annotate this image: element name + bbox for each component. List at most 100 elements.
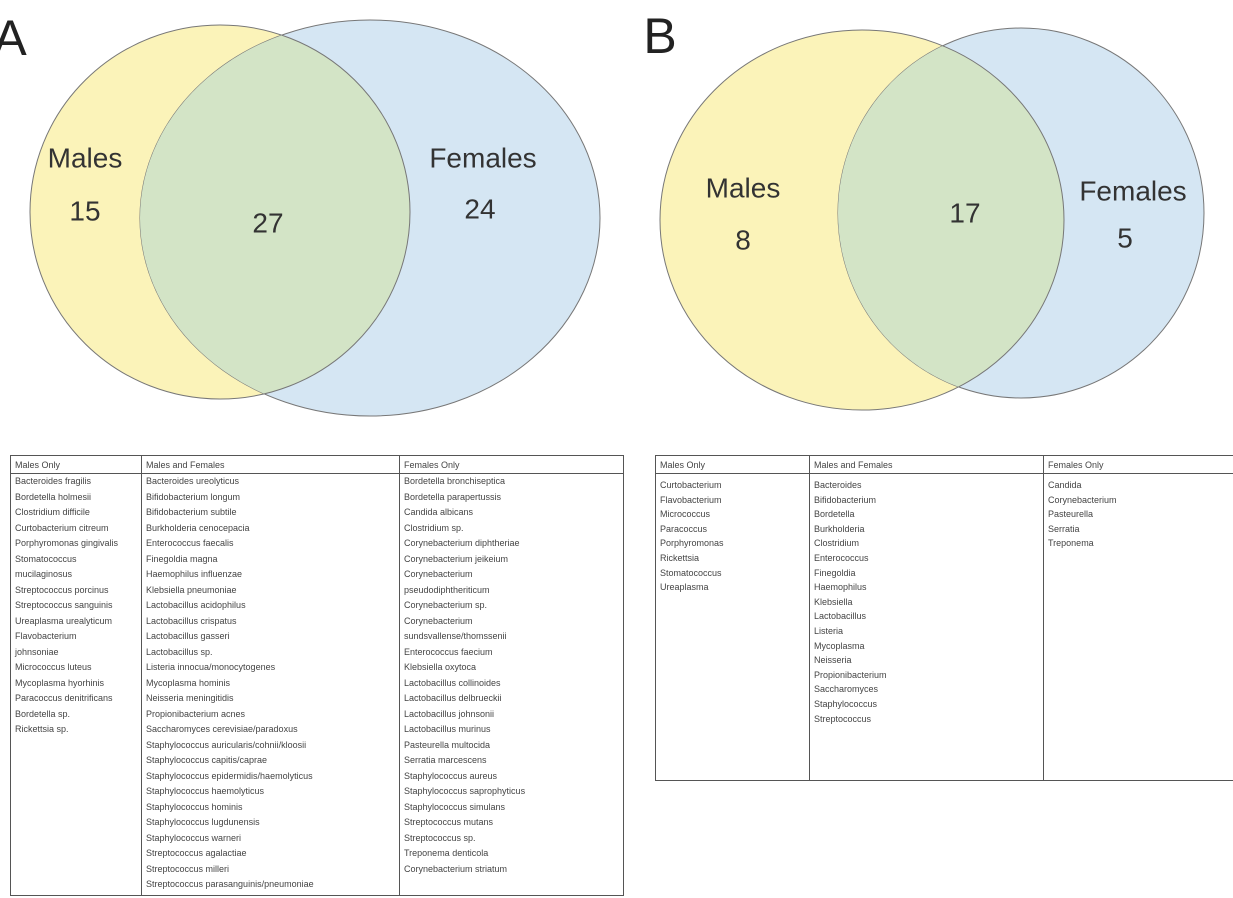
species-name: Ureaplasma	[660, 582, 709, 593]
species-name: Paracoccus	[660, 523, 708, 534]
species-name: Staphylococcus lugdunensis	[146, 817, 260, 827]
species-name: Serratia	[1048, 523, 1080, 534]
species-name: Corynebacterium	[1048, 494, 1117, 505]
species-name: Treponema denticola	[404, 848, 489, 858]
species-name: Streptococcus porcinus	[15, 584, 109, 595]
species-name: Saccharomyces	[814, 684, 879, 695]
species-name: Staphylococcus saprophyticus	[404, 786, 526, 796]
species-name: Mycoplasma hominis	[146, 677, 231, 688]
species-name: Klebsiella pneumoniae	[146, 584, 237, 595]
species-name: Micrococcus luteus	[15, 662, 92, 672]
species-name: Candida	[1048, 480, 1082, 490]
species-name: Bordetella	[814, 509, 855, 520]
species-name: Lactobacillus	[814, 611, 867, 622]
species-name: Paracoccus denitrificans	[15, 693, 113, 703]
species-name: Staphylococcus epidermidis/haemolyticus	[146, 770, 313, 781]
species-name: Serratia marcescens	[404, 755, 487, 765]
species-name: Flavobacterium	[660, 494, 722, 505]
table-column: Males Only Bacteroides fragilis Bordetella…	[11, 456, 141, 895]
column-header: Males and Females	[810, 456, 1043, 474]
species-name: Haemophilus	[814, 582, 867, 593]
species-name: Curtobacterium	[660, 480, 722, 490]
panel-label: B	[643, 8, 676, 64]
species-name: Stomatococcus	[15, 553, 77, 564]
set-name: Males	[706, 172, 781, 203]
species-name: Staphylococcus	[814, 699, 878, 709]
species-name: Flavobacterium	[15, 631, 77, 641]
species-name: Clostridium sp.	[404, 522, 464, 533]
species-name: Haemophilus influenzae	[146, 569, 243, 579]
species-name: Bacteroides	[814, 480, 862, 490]
species-name: Corynebacterium	[404, 615, 473, 626]
species-name: Corynebacterium sp.	[404, 600, 488, 610]
species-name: Klebsiella oxytoca	[404, 662, 477, 672]
species-name: Curtobacterium citreum	[15, 522, 109, 533]
set-name: Females	[429, 142, 536, 173]
species-name: Staphylococcus warneri	[146, 832, 242, 843]
species-name: Lactobacillus collinoides	[404, 677, 501, 688]
species-name: Finegoldia magna	[146, 553, 218, 564]
species-name: Porphyromonas gingivalis	[15, 538, 119, 548]
species-name: Streptococcus sp.	[404, 832, 476, 843]
species-table: Males Only Curtobacterium Flavobacterium Mi…	[655, 455, 1233, 781]
column-header: Males Only	[656, 456, 809, 474]
set-count: 15	[69, 195, 100, 226]
species-name: Streptococcus agalactiae	[146, 848, 247, 858]
species-name: Ureaplasma urealyticum	[15, 615, 113, 626]
panel-label: A	[0, 10, 27, 66]
column-header: Males and Females	[142, 456, 399, 474]
species-name: Finegoldia	[814, 567, 856, 578]
species-name: Mycoplasma	[814, 640, 865, 651]
species-name: Staphylococcus hominis	[146, 801, 243, 812]
species-name: Staphylococcus haemolyticus	[146, 786, 265, 796]
species-name: Candida albicans	[404, 507, 474, 517]
set-count: 24	[464, 193, 495, 224]
species-name: Enterococcus faecalis	[146, 538, 234, 548]
species-name: Staphylococcus simulans	[404, 801, 506, 812]
species-name: johnsoniae	[15, 646, 59, 657]
species-name: Streptococcus parasanguinis/pneumoniae	[146, 879, 314, 889]
species-name: Mycoplasma hyorhinis	[15, 677, 105, 688]
species-name: Staphylococcus capitis/caprae	[146, 755, 268, 765]
species-name: Lactobacillus johnsonii	[404, 708, 495, 719]
species-name: Listeria	[814, 626, 844, 636]
species-name: Propionibacterium acnes	[146, 708, 246, 719]
species-name: pseudodiphtheriticum	[404, 584, 490, 595]
overlap-count: 27	[252, 207, 283, 238]
species-name: Lactobacillus murinus	[404, 724, 491, 734]
species-name: Lactobacillus delbrueckii	[404, 693, 502, 703]
species-name: Micrococcus	[660, 509, 711, 520]
species-table: Males Only Bacteroides fragilis Bordetella…	[10, 455, 624, 896]
species-name: Clostridium difficile	[15, 507, 90, 517]
set-count: 5	[1117, 222, 1133, 253]
species-name: Neisseria	[814, 655, 852, 666]
species-name: Stomatococcus	[660, 567, 722, 578]
species-name: Corynebacterium	[404, 569, 473, 579]
species-name: Streptococcus sanguinis	[15, 600, 113, 610]
species-name: Bacteroides fragilis	[15, 476, 92, 486]
set-count: 8	[735, 224, 751, 255]
species-name: Saccharomyces cerevisiae/paradoxus	[146, 724, 298, 734]
species-name: Corynebacterium jeikeium	[404, 553, 509, 564]
species-name: Lactobacillus sp.	[146, 646, 213, 657]
table-column: Males and Females Bacteroides ureolyticus…	[141, 456, 399, 895]
species-name: Lactobacillus gasseri	[146, 631, 230, 641]
column-header: Males Only	[11, 456, 141, 474]
column-header: Females Only	[400, 456, 623, 474]
species-name: Corynebacterium striatum	[404, 863, 508, 874]
table-column: Females Only Bordetella bronchiseptica Bor…	[399, 456, 623, 895]
table-column: Females Only Candida Corynebacterium Pasteu…	[1043, 456, 1233, 780]
species-name: Burkholderia	[814, 523, 865, 534]
species-name: Enterococcus	[814, 553, 869, 563]
species-name: Neisseria meningitidis	[146, 693, 234, 703]
species-name: Bacteroides ureolyticus	[146, 476, 240, 486]
species-name: Burkholderia cenocepacia	[146, 522, 250, 533]
set-name: Males	[48, 142, 123, 173]
species-name: Treponema	[1048, 538, 1094, 549]
species-name: mucilaginosus	[15, 569, 73, 579]
species-name: Bifidobacterium subtile	[146, 507, 237, 517]
species-name: Porphyromonas	[660, 538, 724, 549]
column-header: Females Only	[1044, 456, 1233, 474]
species-name: Bordetella parapertussis	[404, 491, 502, 502]
